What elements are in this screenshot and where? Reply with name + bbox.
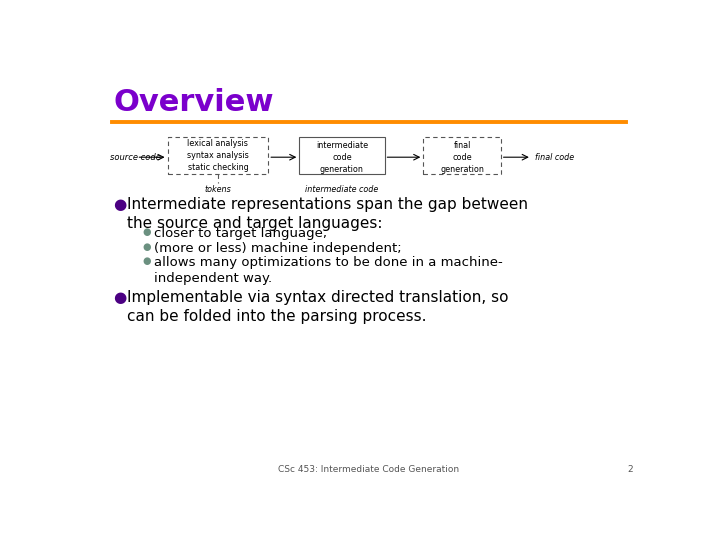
Text: 2: 2 bbox=[627, 465, 632, 475]
Text: ●: ● bbox=[143, 242, 151, 252]
Text: closer to target language;: closer to target language; bbox=[153, 226, 327, 240]
Text: allows many optimizations to be done in a machine-
independent way.: allows many optimizations to be done in … bbox=[153, 256, 503, 285]
Bar bbox=[423, 137, 500, 174]
Text: ●: ● bbox=[143, 226, 151, 237]
Text: Overview: Overview bbox=[113, 88, 274, 117]
Text: Implementable via syntax directed translation, so
can be folded into the parsing: Implementable via syntax directed transl… bbox=[127, 289, 509, 324]
Text: source code: source code bbox=[110, 153, 161, 161]
Text: Intermediate representations span the gap between
the source and target language: Intermediate representations span the ga… bbox=[127, 197, 528, 232]
Text: (more or less) machine independent;: (more or less) machine independent; bbox=[153, 242, 401, 255]
Text: intermediate
code
generation: intermediate code generation bbox=[316, 141, 368, 173]
Bar bbox=[168, 137, 269, 174]
Text: lexical analysis
syntax analysis
static checking: lexical analysis syntax analysis static … bbox=[187, 139, 248, 172]
Text: ●: ● bbox=[113, 289, 127, 305]
Bar bbox=[300, 137, 384, 174]
Text: ●: ● bbox=[113, 197, 127, 212]
Text: CSc 453: Intermediate Code Generation: CSc 453: Intermediate Code Generation bbox=[279, 465, 459, 475]
Text: final code: final code bbox=[535, 153, 574, 161]
Text: intermediate code: intermediate code bbox=[305, 185, 379, 194]
Text: final
code
generation: final code generation bbox=[440, 141, 484, 173]
Text: tokens: tokens bbox=[204, 185, 231, 194]
Text: ●: ● bbox=[143, 256, 151, 266]
